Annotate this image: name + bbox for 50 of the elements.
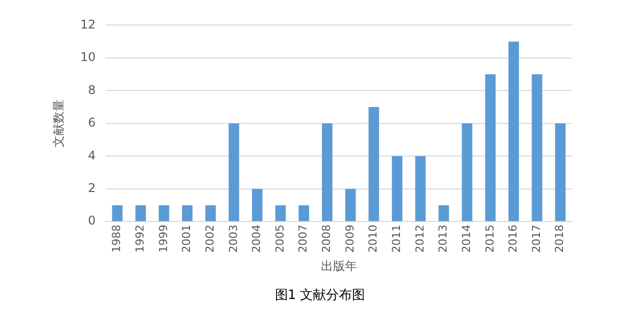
x-tick-label: 2010 [366, 224, 380, 253]
y-tick-label: 6 [88, 116, 96, 130]
bar [322, 123, 332, 222]
x-tick-label: 2015 [483, 224, 496, 253]
bar [252, 188, 262, 222]
x-tick-label: 2003 [226, 224, 240, 253]
y-tick-label: 0 [88, 214, 96, 228]
bar [532, 74, 542, 222]
x-tick-label: 2013 [436, 224, 450, 253]
x-tick-label: 2012 [413, 224, 426, 253]
x-tick-label: 1988 [110, 224, 124, 253]
bar [135, 205, 146, 222]
bar [275, 205, 286, 222]
x-tick-label: 2001 [180, 224, 194, 253]
bar [158, 205, 170, 222]
x-tick-label: 2007 [296, 224, 310, 253]
bar [485, 74, 496, 222]
y-tick-label: 8 [88, 82, 96, 97]
y-tick-label: 4 [88, 148, 96, 162]
x-tick-label: 1992 [134, 224, 147, 253]
x-tick-label: 2009 [343, 224, 356, 253]
bar [205, 205, 216, 222]
x-axis-title: 出版年 [320, 258, 357, 273]
bar [228, 123, 240, 222]
x-tick-label: 2011 [390, 224, 403, 253]
bar [368, 107, 380, 222]
bar [438, 205, 450, 222]
y-axis-title: 文献数量 [51, 99, 66, 148]
y-tick-label: 10 [80, 50, 96, 64]
x-tick-label: 2008 [320, 224, 334, 253]
x-tick-label: 1999 [156, 224, 170, 253]
bar [508, 42, 519, 222]
bar [182, 205, 193, 222]
bar [345, 188, 356, 222]
bar [298, 205, 310, 222]
x-tick-label: 2016 [506, 224, 520, 253]
x-tick-label: 2014 [460, 224, 473, 253]
bar [462, 123, 472, 222]
x-tick-label: 2004 [250, 224, 264, 253]
bar [415, 156, 426, 222]
text: 图1 文献分布图 [274, 287, 366, 304]
y-tick-label: 2 [88, 180, 96, 195]
bar [392, 156, 402, 222]
bar [555, 123, 566, 222]
x-tick-label: 2018 [553, 224, 566, 253]
x-tick-label: 2017 [530, 224, 543, 253]
bar [112, 205, 123, 222]
y-tick-label: 12 [80, 17, 96, 32]
x-tick-label: 2002 [203, 224, 216, 253]
x-tick-label: 2005 [273, 224, 286, 253]
